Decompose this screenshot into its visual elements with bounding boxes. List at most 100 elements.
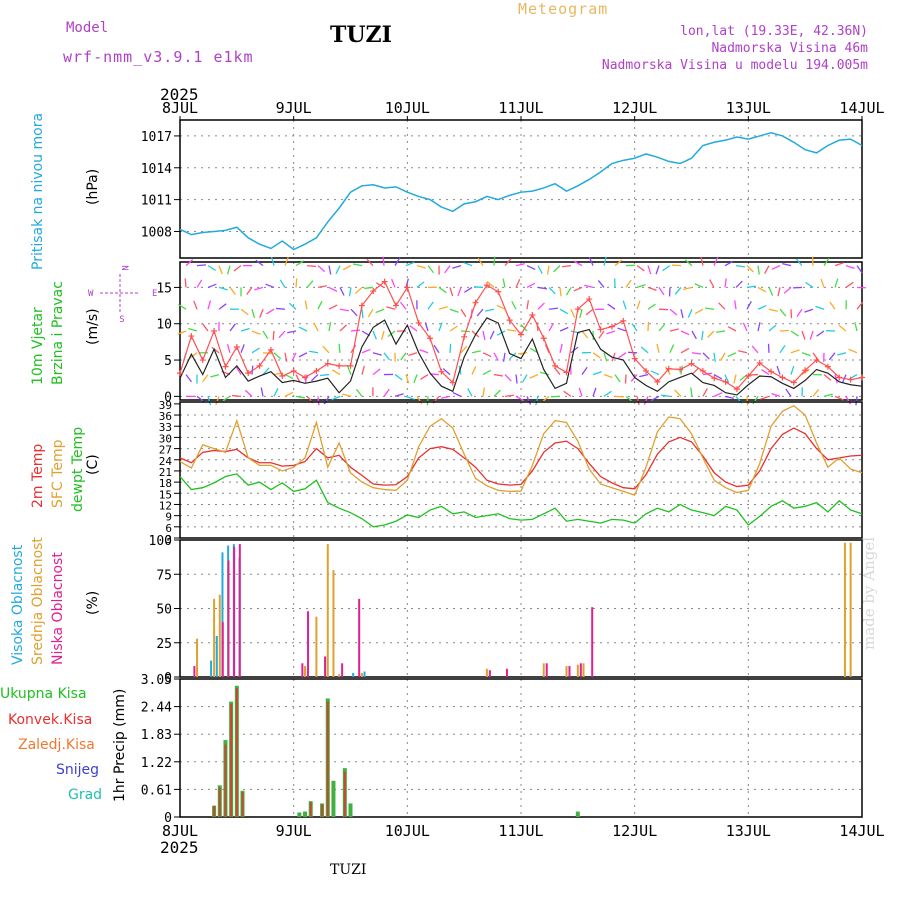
wind-arrow [240,327,250,332]
wind-arrow [559,343,563,353]
model-label: Model [66,20,109,36]
wind-arrow [210,373,220,378]
wind-arrow [381,330,385,340]
wind-arrow [229,323,236,332]
gust-marker [859,374,865,381]
wind-arrow [348,287,352,297]
wind-arrow [350,329,361,332]
wind-arrow [317,300,323,310]
gust-marker [370,288,377,295]
wind-arrow [413,374,418,384]
wind-arrow [207,283,217,289]
legend-snijeg: Snijeg [56,762,99,778]
wind-arrow [801,352,811,357]
wind-arrow [845,281,854,288]
wind-arrow [805,281,814,288]
wind-arrow [588,257,594,266]
wind-arrow [565,287,572,296]
wind-arrow [473,286,484,289]
wind-arrow [856,265,863,274]
gust-marker [313,367,320,374]
wind-arrow [270,256,275,266]
wind-arrow [704,307,715,310]
wind-arrow [727,326,737,332]
wind-arrow [211,346,220,354]
wind-arrow [639,373,649,378]
wind-arrow [768,287,774,296]
wind-arrow [561,264,572,268]
wind-arrow [331,369,341,376]
y-tick-label: 6 [165,522,172,535]
wind-arrow [273,352,282,360]
wind-arrow [399,301,407,310]
gust-marker [302,374,309,381]
wind-arrow [783,286,792,294]
gust-marker [211,328,218,334]
wind-arrow [251,309,256,319]
gust-marker [324,360,331,367]
wind-arrow [702,352,710,360]
wind-arrow [278,330,286,339]
wind-arrow [471,350,481,354]
precip-conv-bar [321,804,324,817]
gust-marker [427,335,434,342]
gust-marker [438,368,445,375]
gust-marker [586,296,593,303]
wind-arrow [702,388,708,397]
wind-arrow [342,265,352,271]
compass-w: W [88,289,94,299]
wind-arrow [493,352,499,362]
wind-arrow [489,330,495,340]
wind-arrow [350,308,358,317]
wind-arrow [482,330,486,340]
wind-arrow [622,300,627,310]
wind-arrow [416,265,426,269]
wind-arrow [496,330,506,336]
wind-arrow [420,374,429,381]
gust-marker [836,374,843,381]
gust-marker [222,363,229,370]
wind-arrow [328,322,332,332]
wind-arrow [306,264,317,268]
gust-markers [177,278,865,393]
gust-marker [563,369,570,376]
wind-speed-line [179,317,863,396]
wind-arrow [834,395,844,401]
cloud-high-label: Visoka Oblacnost [10,544,26,665]
wind-arrow [823,393,833,397]
gust-marker [290,367,297,374]
wind-arrow [185,259,194,267]
wind-arrow [452,391,462,397]
model-elevation-label: Nadmorska Visina u modelu 194.005m [601,58,868,73]
gust-marker [608,323,615,330]
wind-arrow [812,388,820,397]
wind-arrow [820,278,825,288]
wind-direction-arrows [177,256,867,406]
wind-arrow [785,388,792,397]
wind-arrow [636,396,640,406]
wind-arrow [760,395,770,400]
wind-arrow [640,346,649,354]
wind-arrow [482,387,486,397]
wind-arrow [764,265,770,274]
temp-line-2 [179,473,863,528]
wind-arrow [658,287,665,296]
wind-arrow [471,366,477,375]
wind-arrow [235,366,242,375]
wind-arrow [656,343,660,353]
wind-arrow [757,322,761,332]
wind-arrow [855,396,858,406]
wind-arrow [196,279,203,288]
wind-arrow [713,374,723,380]
wind-arrow [464,286,473,293]
cloud-mid-label: Srednja Oblacnost [30,537,46,665]
wind-arrow [427,265,435,274]
wind-arrow [690,387,693,397]
wind-arrow [486,281,495,288]
y-tick-label: 15 [156,281,172,296]
gust-marker [483,282,490,289]
wind-arrow [768,308,778,312]
y-tick-label: 25 [156,637,172,652]
wind-arrow [746,285,757,289]
